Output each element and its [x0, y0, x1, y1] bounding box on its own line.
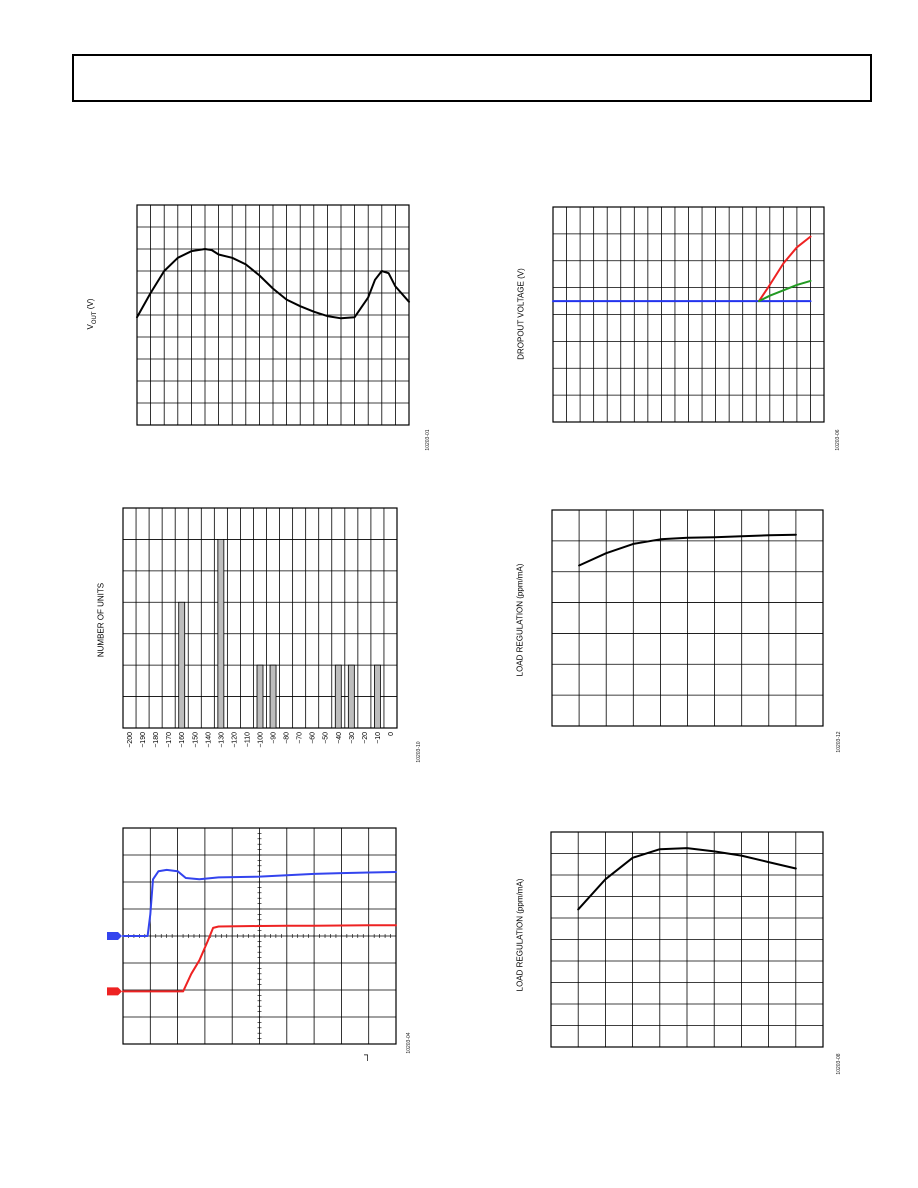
c3-bar--100	[256, 664, 264, 729]
c3-tick-label: −110	[244, 732, 251, 747]
chart5-channel-marker-2	[107, 987, 122, 996]
c2-series-2	[758, 279, 812, 303]
c3-tick-label: −180	[153, 732, 160, 748]
c3-tick-label: −170	[166, 732, 173, 748]
page-header-box	[72, 54, 872, 102]
c4-series-0	[578, 533, 797, 567]
c3-tick-label: −20	[362, 732, 369, 744]
c3-tick-label: −130	[218, 732, 225, 748]
c3-tick-label: −140	[205, 732, 212, 748]
c1-series-0	[136, 248, 410, 320]
c3-tick-label: −100	[258, 732, 265, 748]
chart5-channel-marker-1	[107, 932, 122, 940]
c3-tick-label: −90	[271, 732, 278, 744]
c3-tick-label: −80	[284, 732, 291, 744]
chart5-trigger-symbol: ┐	[363, 1050, 371, 1061]
c3-bar--130	[217, 539, 225, 729]
c3-tick-label: −150	[192, 732, 199, 748]
c3-tick-label: −120	[231, 732, 238, 748]
c3-tick-label: −30	[349, 732, 356, 744]
c3-bar--160	[178, 601, 186, 729]
c3-bar--90	[269, 664, 277, 729]
c2-series-1	[758, 235, 812, 303]
c3-tick-label: −200	[127, 732, 134, 748]
c3-tick-label: −10	[375, 732, 382, 744]
c6-series-0	[577, 847, 797, 911]
c3-tick-label: −160	[179, 732, 186, 748]
c3-tick-label: −50	[323, 732, 330, 744]
c3-tick-label: 0	[388, 732, 395, 736]
c5-series-0	[122, 868, 397, 937]
c5-series-1	[122, 924, 397, 993]
c3-tick-label: −40	[336, 732, 343, 744]
c3-tick-label: −70	[297, 732, 304, 744]
c3-bar--10	[374, 664, 381, 729]
c3-bar--30	[347, 664, 355, 729]
c3-tick-label: −190	[140, 732, 147, 748]
c3-tick-label: −60	[310, 732, 317, 744]
c3-bar--40	[334, 664, 342, 729]
